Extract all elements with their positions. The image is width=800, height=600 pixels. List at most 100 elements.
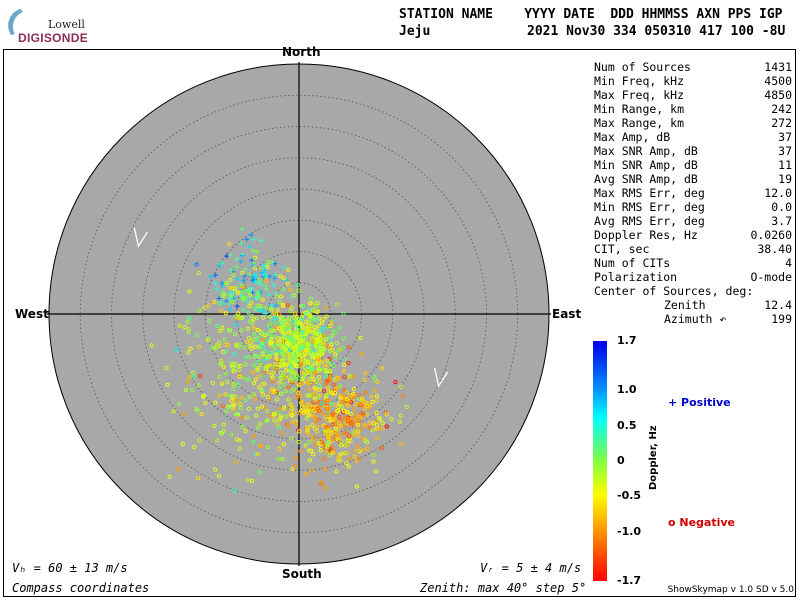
source-point-negative xyxy=(238,401,243,406)
source-point-negative xyxy=(243,398,248,403)
source-point-negative xyxy=(245,377,250,382)
source-point-negative xyxy=(251,392,257,397)
source-point-negative xyxy=(264,365,269,371)
source-point-negative xyxy=(268,413,273,418)
source-point-negative xyxy=(307,357,313,362)
source-point-negative xyxy=(363,390,368,395)
source-point-negative xyxy=(242,295,247,300)
source-point-negative xyxy=(319,401,324,406)
source-point-negative xyxy=(352,454,357,459)
source-point-negative xyxy=(219,381,224,386)
source-point-negative xyxy=(274,356,279,361)
source-point-negative xyxy=(218,309,224,314)
source-point-negative xyxy=(192,445,197,450)
stat-value: 11 xyxy=(778,158,792,172)
source-point-negative xyxy=(240,270,245,275)
source-point-negative xyxy=(342,402,347,407)
source-point-negative xyxy=(257,385,262,390)
source-point-negative xyxy=(281,346,286,351)
source-point-negative xyxy=(309,296,314,301)
source-point-negative xyxy=(301,375,306,380)
source-point-negative xyxy=(305,323,310,328)
source-point-negative xyxy=(240,284,245,289)
source-point-negative xyxy=(196,476,201,481)
source-point-negative xyxy=(251,433,256,438)
source-point-positive xyxy=(213,272,219,278)
source-point-negative xyxy=(332,416,337,422)
source-point-negative xyxy=(261,337,266,342)
source-point-negative xyxy=(278,376,283,381)
source-point-negative xyxy=(358,402,363,407)
source-point-negative xyxy=(316,339,321,344)
compass-north: North xyxy=(282,45,321,59)
source-point-negative xyxy=(340,345,345,350)
source-point-negative xyxy=(303,443,308,448)
stat-label: Min SNR Amp, dB xyxy=(594,158,698,172)
source-point-negative xyxy=(223,342,228,347)
source-point-negative xyxy=(249,314,255,319)
source-point-negative xyxy=(221,364,226,369)
source-point-negative xyxy=(223,371,228,376)
source-point-negative xyxy=(305,393,310,398)
source-point-positive xyxy=(219,280,225,286)
source-point-negative xyxy=(230,286,235,291)
source-point-negative xyxy=(358,426,363,431)
source-point-negative xyxy=(375,398,380,403)
source-point-negative xyxy=(353,429,358,434)
source-point-negative xyxy=(304,471,309,477)
source-point-negative xyxy=(285,282,290,287)
source-point-negative xyxy=(370,428,375,433)
source-point-negative xyxy=(313,370,318,375)
source-point-negative xyxy=(286,397,291,402)
source-point-negative xyxy=(380,366,385,371)
source-point-negative xyxy=(379,445,385,450)
source-point-negative xyxy=(305,342,310,347)
source-point-negative xyxy=(325,445,330,450)
source-point-negative xyxy=(359,352,364,357)
source-point-negative xyxy=(336,404,341,410)
source-point-negative xyxy=(305,368,310,374)
source-point-negative xyxy=(311,352,316,357)
source-point-negative xyxy=(254,296,259,301)
source-point-negative xyxy=(281,442,286,447)
source-point-negative xyxy=(300,323,305,329)
stat-value: 3.7 xyxy=(771,214,792,228)
source-point-negative xyxy=(330,450,335,456)
source-point-negative xyxy=(236,367,241,372)
source-point-negative xyxy=(398,413,403,418)
source-point-negative xyxy=(276,359,281,364)
source-point-negative xyxy=(365,446,370,451)
source-point-positive xyxy=(238,258,244,264)
source-point-negative xyxy=(367,421,372,426)
source-point-negative xyxy=(280,314,285,320)
source-point-positive xyxy=(234,303,240,309)
source-point-negative xyxy=(299,404,304,409)
source-point-negative xyxy=(281,276,286,281)
source-point-negative xyxy=(260,350,265,355)
source-point-negative xyxy=(341,336,346,341)
source-point-negative xyxy=(202,305,207,310)
source-point-negative xyxy=(183,388,188,393)
source-point-negative xyxy=(343,443,348,448)
velocity-marker xyxy=(133,227,148,248)
source-point-negative xyxy=(270,375,275,380)
source-point-negative xyxy=(191,370,196,375)
source-point-negative xyxy=(245,478,250,483)
stat-row: Avg SNR Amp, dB 19 xyxy=(594,172,792,186)
source-point-negative xyxy=(384,412,389,417)
source-point-negative xyxy=(364,403,369,409)
source-point-negative xyxy=(212,346,217,352)
source-point-positive xyxy=(214,286,220,292)
source-point-negative xyxy=(243,428,248,434)
source-point-negative xyxy=(290,341,295,346)
source-point-negative xyxy=(236,311,241,316)
source-point-negative xyxy=(306,412,311,417)
source-point-positive xyxy=(208,274,214,280)
source-point-negative xyxy=(324,412,329,417)
source-point-negative xyxy=(322,342,327,347)
source-point-negative xyxy=(314,347,319,352)
source-point-negative xyxy=(316,394,321,399)
source-point-negative xyxy=(305,340,310,345)
source-point-negative xyxy=(310,374,315,379)
